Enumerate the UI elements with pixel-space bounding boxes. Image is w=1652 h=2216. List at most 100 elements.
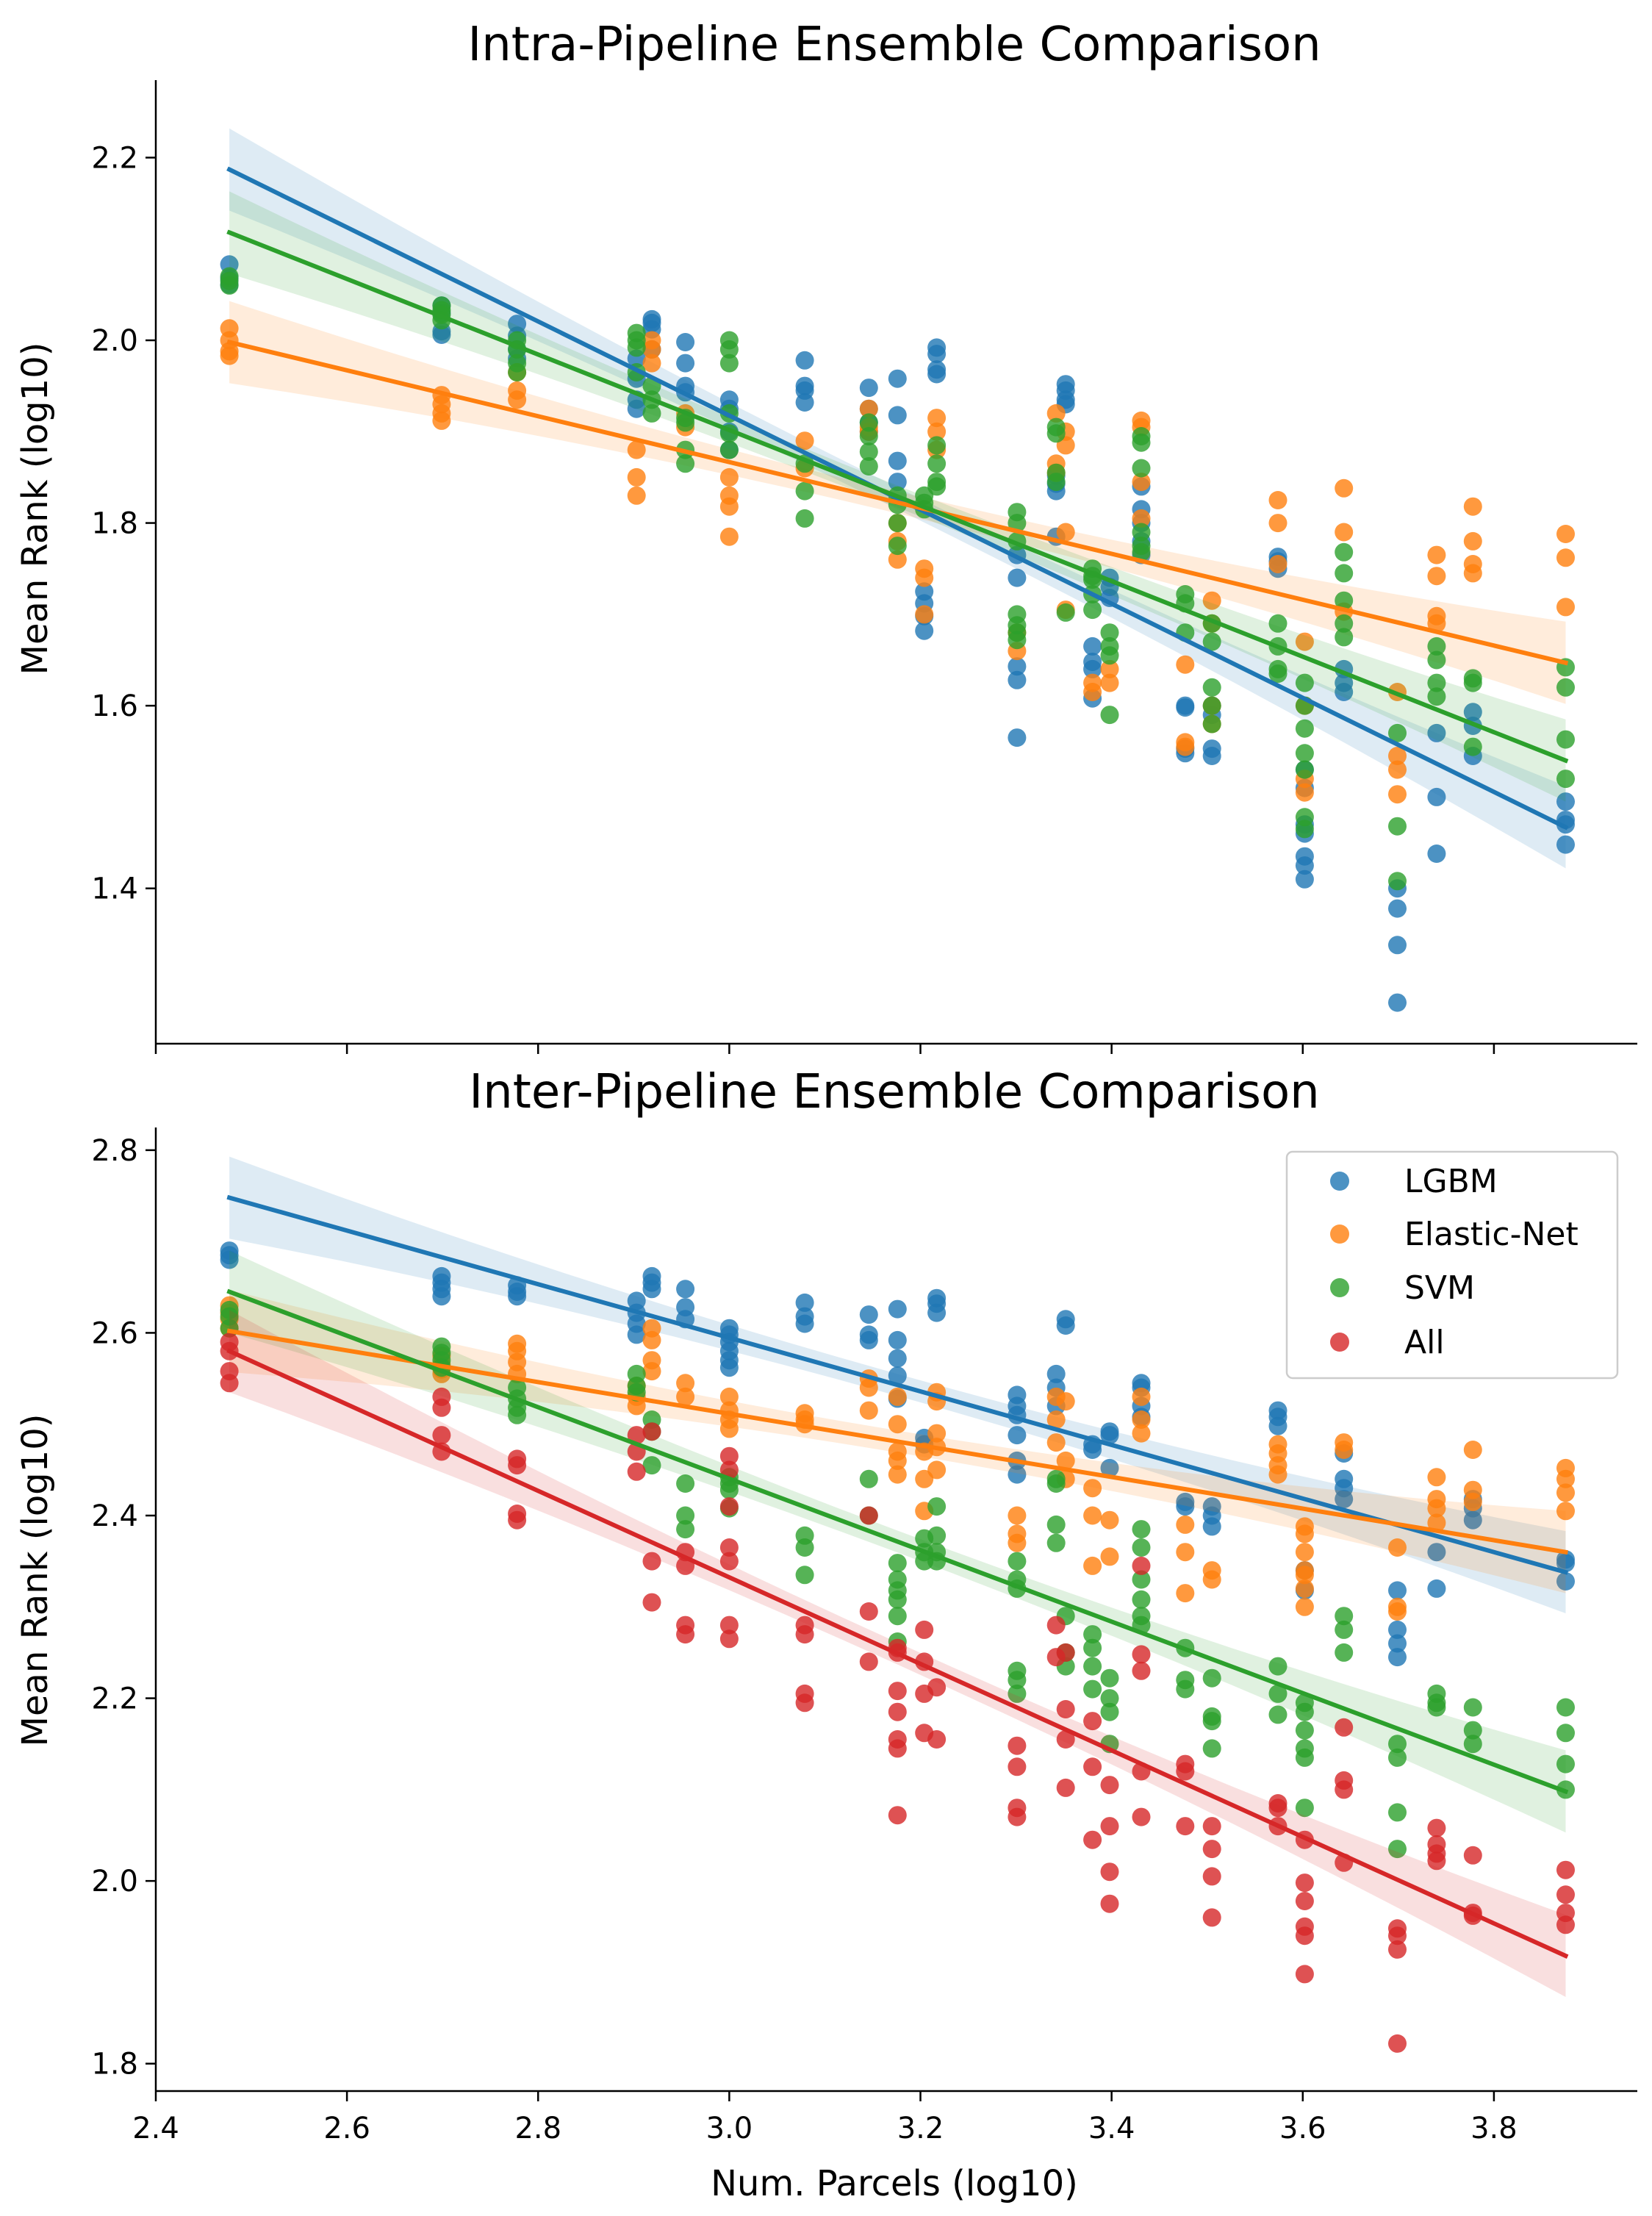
y-tick-label: 1.4 [91, 872, 138, 906]
data-point [927, 1460, 947, 1480]
data-point [1388, 899, 1407, 918]
data-point [1176, 737, 1195, 756]
data-point [1008, 1684, 1027, 1703]
data-point [676, 413, 695, 432]
regression-line-lgbm [226, 1194, 1569, 1575]
data-point [859, 1378, 878, 1397]
data-point [859, 1469, 878, 1488]
x-axis-label: Num. Parcels (log10) [711, 2163, 1078, 2204]
data-point [1556, 548, 1575, 567]
data-point [1176, 698, 1195, 717]
data-point [1427, 1818, 1446, 1837]
regression-line-elastic-net [226, 339, 1569, 666]
inter-pipeline-panel: Inter-Pipeline Ensemble Comparison Mean … [15, 1065, 1637, 2204]
data-point [859, 457, 878, 476]
data-point [1268, 1416, 1288, 1435]
data-point [676, 1374, 695, 1393]
data-point [1176, 1497, 1195, 1516]
data-point [1083, 659, 1102, 678]
data-point [1083, 1506, 1102, 1525]
data-point [1056, 1778, 1075, 1797]
data-point [1083, 637, 1102, 656]
data-point [1132, 1807, 1151, 1826]
data-point [719, 1538, 739, 1557]
data-point [1100, 646, 1119, 665]
data-point [1463, 1492, 1482, 1511]
data-point [1556, 1754, 1575, 1774]
x-tick-label: 3.6 [1279, 2112, 1326, 2145]
data-point [1083, 1625, 1102, 1644]
legend-label-lgbm: LGBM [1404, 1163, 1498, 1200]
data-point [888, 1349, 907, 1368]
data-point [1268, 664, 1288, 684]
data-point [1463, 564, 1482, 583]
data-point [220, 1250, 239, 1269]
data-point [1046, 1410, 1066, 1429]
data-point [1008, 1426, 1027, 1445]
data-point [1083, 1657, 1102, 1676]
data-point [1202, 1668, 1221, 1688]
data-point [859, 399, 878, 418]
data-point [1100, 1547, 1119, 1566]
legend-item-svm: SVM [1330, 1269, 1475, 1307]
data-point [1556, 1698, 1575, 1717]
data-point [1100, 1776, 1119, 1795]
data-point [927, 1497, 947, 1516]
data-point [1132, 523, 1151, 542]
data-point [1556, 1469, 1575, 1488]
data-point [1046, 404, 1066, 423]
data-point [1335, 1643, 1354, 1662]
data-point [1427, 1543, 1446, 1562]
data-point [1202, 1739, 1221, 1758]
data-point [1008, 1807, 1027, 1826]
data-point [1202, 747, 1221, 765]
data-point [795, 1538, 814, 1557]
data-point [1008, 1736, 1027, 1755]
data-point [915, 1620, 934, 1639]
data-point [1046, 1474, 1066, 1493]
data-point [1335, 683, 1354, 701]
data-point [795, 431, 814, 451]
data-point [719, 497, 739, 516]
data-point [1100, 673, 1119, 692]
data-point [1295, 1566, 1314, 1585]
data-point [1008, 1506, 1027, 1525]
data-point [642, 404, 661, 423]
data-point [1008, 1533, 1027, 1552]
data-point [1295, 1597, 1314, 1616]
data-point [1427, 1499, 1446, 1518]
data-point [508, 1405, 527, 1424]
data-point [1388, 993, 1407, 1012]
y-tick-label: 2.2 [91, 141, 138, 175]
data-point [888, 1607, 907, 1626]
y-tick-label: 2.4 [91, 1499, 138, 1533]
data-point [1056, 523, 1075, 542]
data-point [1132, 1645, 1151, 1664]
data-point [1176, 655, 1195, 674]
data-point [1556, 815, 1575, 834]
data-point [1388, 785, 1407, 804]
data-point [888, 1387, 907, 1406]
data-point [676, 1387, 695, 1406]
data-point [1427, 1513, 1446, 1532]
data-point [1268, 1705, 1288, 1724]
data-point [1268, 1684, 1288, 1703]
data-point [508, 1510, 527, 1530]
data-point [1132, 473, 1151, 492]
data-point [1083, 1830, 1102, 1849]
data-point [1335, 1441, 1354, 1459]
data-point [642, 1456, 661, 1475]
data-point [888, 1702, 907, 1721]
data-point [1556, 1860, 1575, 1879]
x-tick-label: 2.4 [132, 2112, 179, 2145]
data-point [888, 1739, 907, 1758]
data-point [627, 1462, 646, 1481]
data-point [432, 326, 451, 344]
data-point [642, 1422, 661, 1441]
data-point [676, 333, 695, 351]
data-point [1335, 1607, 1354, 1626]
data-point [1295, 869, 1314, 889]
data-point [859, 1602, 878, 1621]
data-point [1268, 1465, 1288, 1484]
data-point [1295, 820, 1314, 839]
